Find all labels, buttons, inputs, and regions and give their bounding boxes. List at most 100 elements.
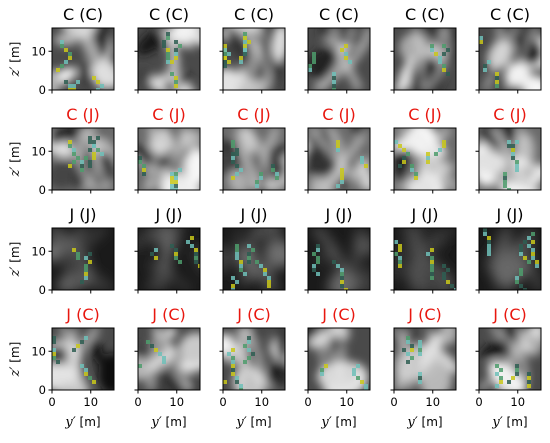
panel-p0_5: C (C) [475, 5, 542, 94]
detection-overlay [320, 364, 368, 390]
field-image [52, 228, 114, 290]
detection-overlay [483, 228, 539, 290]
panel-title: C (C) [405, 5, 445, 24]
panel-frame [222, 327, 286, 391]
detection-overlay [56, 40, 104, 90]
field-image [479, 228, 541, 290]
field-image [308, 228, 370, 290]
y-tick-label: 10 [31, 344, 46, 358]
panel-frame [222, 227, 286, 291]
y-tick-label: 10 [31, 44, 46, 58]
x-tick-label: 0 [48, 395, 55, 409]
panel-frame [51, 227, 115, 291]
panel-frame [137, 227, 201, 291]
x-tick-label: 10 [425, 395, 440, 409]
field-image [394, 328, 456, 390]
panel-p0_1: C (C) [134, 5, 201, 94]
panel-p1_0: C (J) 0 10 z′ [m] [8, 105, 115, 197]
x-tick-label: 0 [219, 395, 226, 409]
panel-title: J (J) [410, 205, 438, 224]
y-tick-label: 0 [39, 183, 46, 197]
x-tick-label: 10 [254, 395, 269, 409]
panel-title: C (C) [63, 5, 103, 24]
panel-p2_5: J (J) [475, 205, 542, 294]
field-image [52, 328, 114, 390]
panel-title: C (C) [319, 5, 359, 24]
panel-frame [222, 127, 286, 191]
y-axis-label: z′ [m] [8, 342, 23, 378]
detection-overlay [402, 336, 422, 384]
x-tick-label: 10 [83, 395, 98, 409]
detection-overlay [479, 36, 499, 88]
panel-frame [51, 127, 115, 191]
panel-p0_4: C (C) [390, 5, 457, 94]
panel-title: J (C) [407, 305, 441, 324]
panel-frame [393, 327, 457, 391]
detection-overlay [394, 240, 456, 290]
y-tick-label: 0 [39, 383, 46, 397]
panel-p2_2: J (J) [219, 205, 286, 294]
y-axis-label: z′ [m] [8, 42, 23, 78]
panel-p1_4: C (J) [390, 105, 457, 194]
x-tick-label: 0 [475, 395, 482, 409]
panel-title: C (C) [490, 5, 530, 24]
x-axis-label: y′ [m] [406, 415, 442, 430]
panel-p2_1: J (J) [134, 205, 201, 294]
detection-overlay [223, 32, 251, 68]
y-tick-label: 0 [39, 283, 46, 297]
x-axis-label: y′ [m] [150, 415, 186, 430]
y-tick-label: 10 [31, 244, 46, 258]
panel-title: C (C) [149, 5, 189, 24]
field-image [394, 228, 456, 290]
field-image [223, 328, 285, 390]
panel-p1_3: C (J) [304, 105, 371, 194]
detection-overlay [52, 336, 96, 384]
x-tick-label: 10 [339, 395, 354, 409]
field-image [479, 328, 541, 390]
detection-overlay [308, 44, 352, 90]
panel-title: C (J) [152, 105, 185, 124]
panel-frame [478, 127, 542, 191]
y-axis-label: z′ [m] [8, 242, 23, 278]
detection-overlay [68, 136, 104, 172]
panel-title: J (J) [68, 205, 96, 224]
panel-title: J (J) [154, 205, 182, 224]
panel-title: J (C) [151, 305, 185, 324]
panel-p2_3: J (J) [304, 205, 371, 294]
detection-overlay [231, 140, 279, 188]
panel-p2_4: J (J) [390, 205, 457, 294]
x-tick-label: 10 [169, 395, 184, 409]
detection-overlay [394, 140, 446, 180]
panel-frame [393, 127, 457, 191]
x-tick-label: 10 [510, 395, 525, 409]
panel-p1_1: C (J) [134, 105, 201, 194]
panel-title: C (C) [234, 5, 274, 24]
panel-title: C (J) [322, 105, 355, 124]
panel-frame [393, 227, 457, 291]
x-axis-label: y′ [m] [64, 415, 100, 430]
detection-overlay [231, 244, 271, 290]
x-tick-label: 0 [304, 395, 311, 409]
field-image [308, 28, 370, 90]
field-image [223, 28, 285, 90]
x-tick-label: 0 [390, 395, 397, 409]
panel-frame [393, 27, 457, 91]
panel-title: J (J) [495, 205, 523, 224]
field-image [52, 128, 114, 190]
panel-title: C (J) [237, 105, 270, 124]
detection-overlay [312, 244, 348, 290]
panel-frame [51, 27, 115, 91]
panel-frame [307, 327, 371, 391]
panel-p3_3: J (C) 0 10 y′ [m] [304, 305, 371, 430]
panel-frame [222, 27, 286, 91]
detection-overlay [495, 364, 531, 388]
panel-grid: C (C) 0 10 z′ [m] C (C) C (C) C (C) C (C) C (C) C… [8, 5, 542, 430]
panel-p3_1: J (C) 0 10 y′ [m] [134, 305, 201, 430]
field-image [308, 328, 370, 390]
panel-frame [478, 227, 542, 291]
panel-frame [307, 27, 371, 91]
panel-p1_5: C (J) [475, 105, 542, 194]
panel-p0_3: C (C) [304, 5, 371, 94]
panel-frame [478, 27, 542, 91]
panel-frame [137, 27, 201, 91]
